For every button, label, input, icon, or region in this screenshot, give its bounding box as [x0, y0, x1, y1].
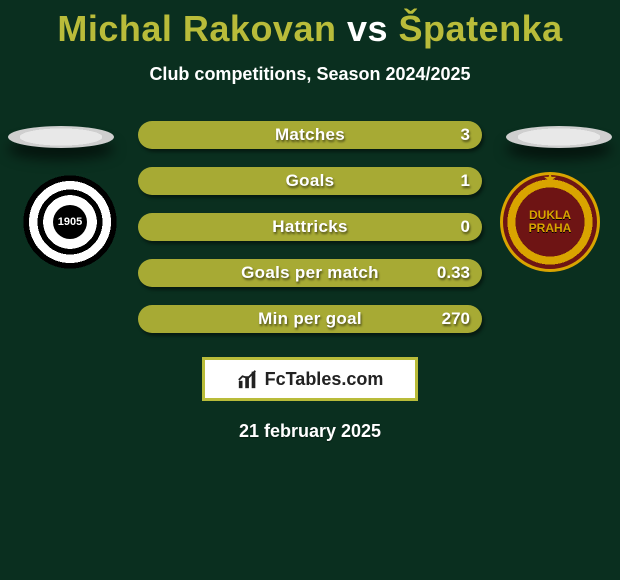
club-badge-right: ★ DUKLA PRAHA — [500, 172, 600, 272]
stat-label: Min per goal — [258, 309, 362, 329]
stat-label: Matches — [275, 125, 345, 145]
club-badge-right-line2: PRAHA — [529, 222, 572, 235]
club-badge-left-year: 1905 — [53, 205, 87, 239]
player1-name: Michal Rakovan — [57, 8, 336, 49]
club-badge-left: 1905 — [20, 172, 120, 272]
right-shadow-ellipse — [506, 126, 612, 148]
stat-right-value: 270 — [442, 309, 470, 329]
brand-text: FcTables.com — [265, 369, 384, 390]
player2-name: Špatenka — [399, 8, 563, 49]
stat-row: Matches 3 — [138, 121, 482, 149]
left-shadow-ellipse — [8, 126, 114, 148]
brand-box: FcTables.com — [202, 357, 418, 401]
page-title: Michal Rakovan vs Špatenka — [0, 0, 620, 50]
stat-label: Goals — [286, 171, 335, 191]
club-badge-right-label: DUKLA PRAHA — [529, 209, 572, 235]
stat-label: Hattricks — [272, 217, 347, 237]
vs-label: vs — [347, 8, 388, 49]
stat-row: Min per goal 270 — [138, 305, 482, 333]
stats-container: Matches 3 Goals 1 Hattricks 0 Goals per … — [138, 121, 482, 333]
stat-row: Goals per match 0.33 — [138, 259, 482, 287]
stat-right-value: 0 — [461, 217, 470, 237]
subtitle: Club competitions, Season 2024/2025 — [0, 64, 620, 85]
stat-label: Goals per match — [241, 263, 379, 283]
stat-right-value: 1 — [461, 171, 470, 191]
stat-row: Hattricks 0 — [138, 213, 482, 241]
chart-icon — [237, 368, 259, 390]
date-label: 21 february 2025 — [0, 421, 620, 442]
star-icon: ★ — [543, 169, 557, 189]
stat-row: Goals 1 — [138, 167, 482, 195]
stat-right-value: 0.33 — [437, 263, 470, 283]
stat-right-value: 3 — [461, 125, 470, 145]
